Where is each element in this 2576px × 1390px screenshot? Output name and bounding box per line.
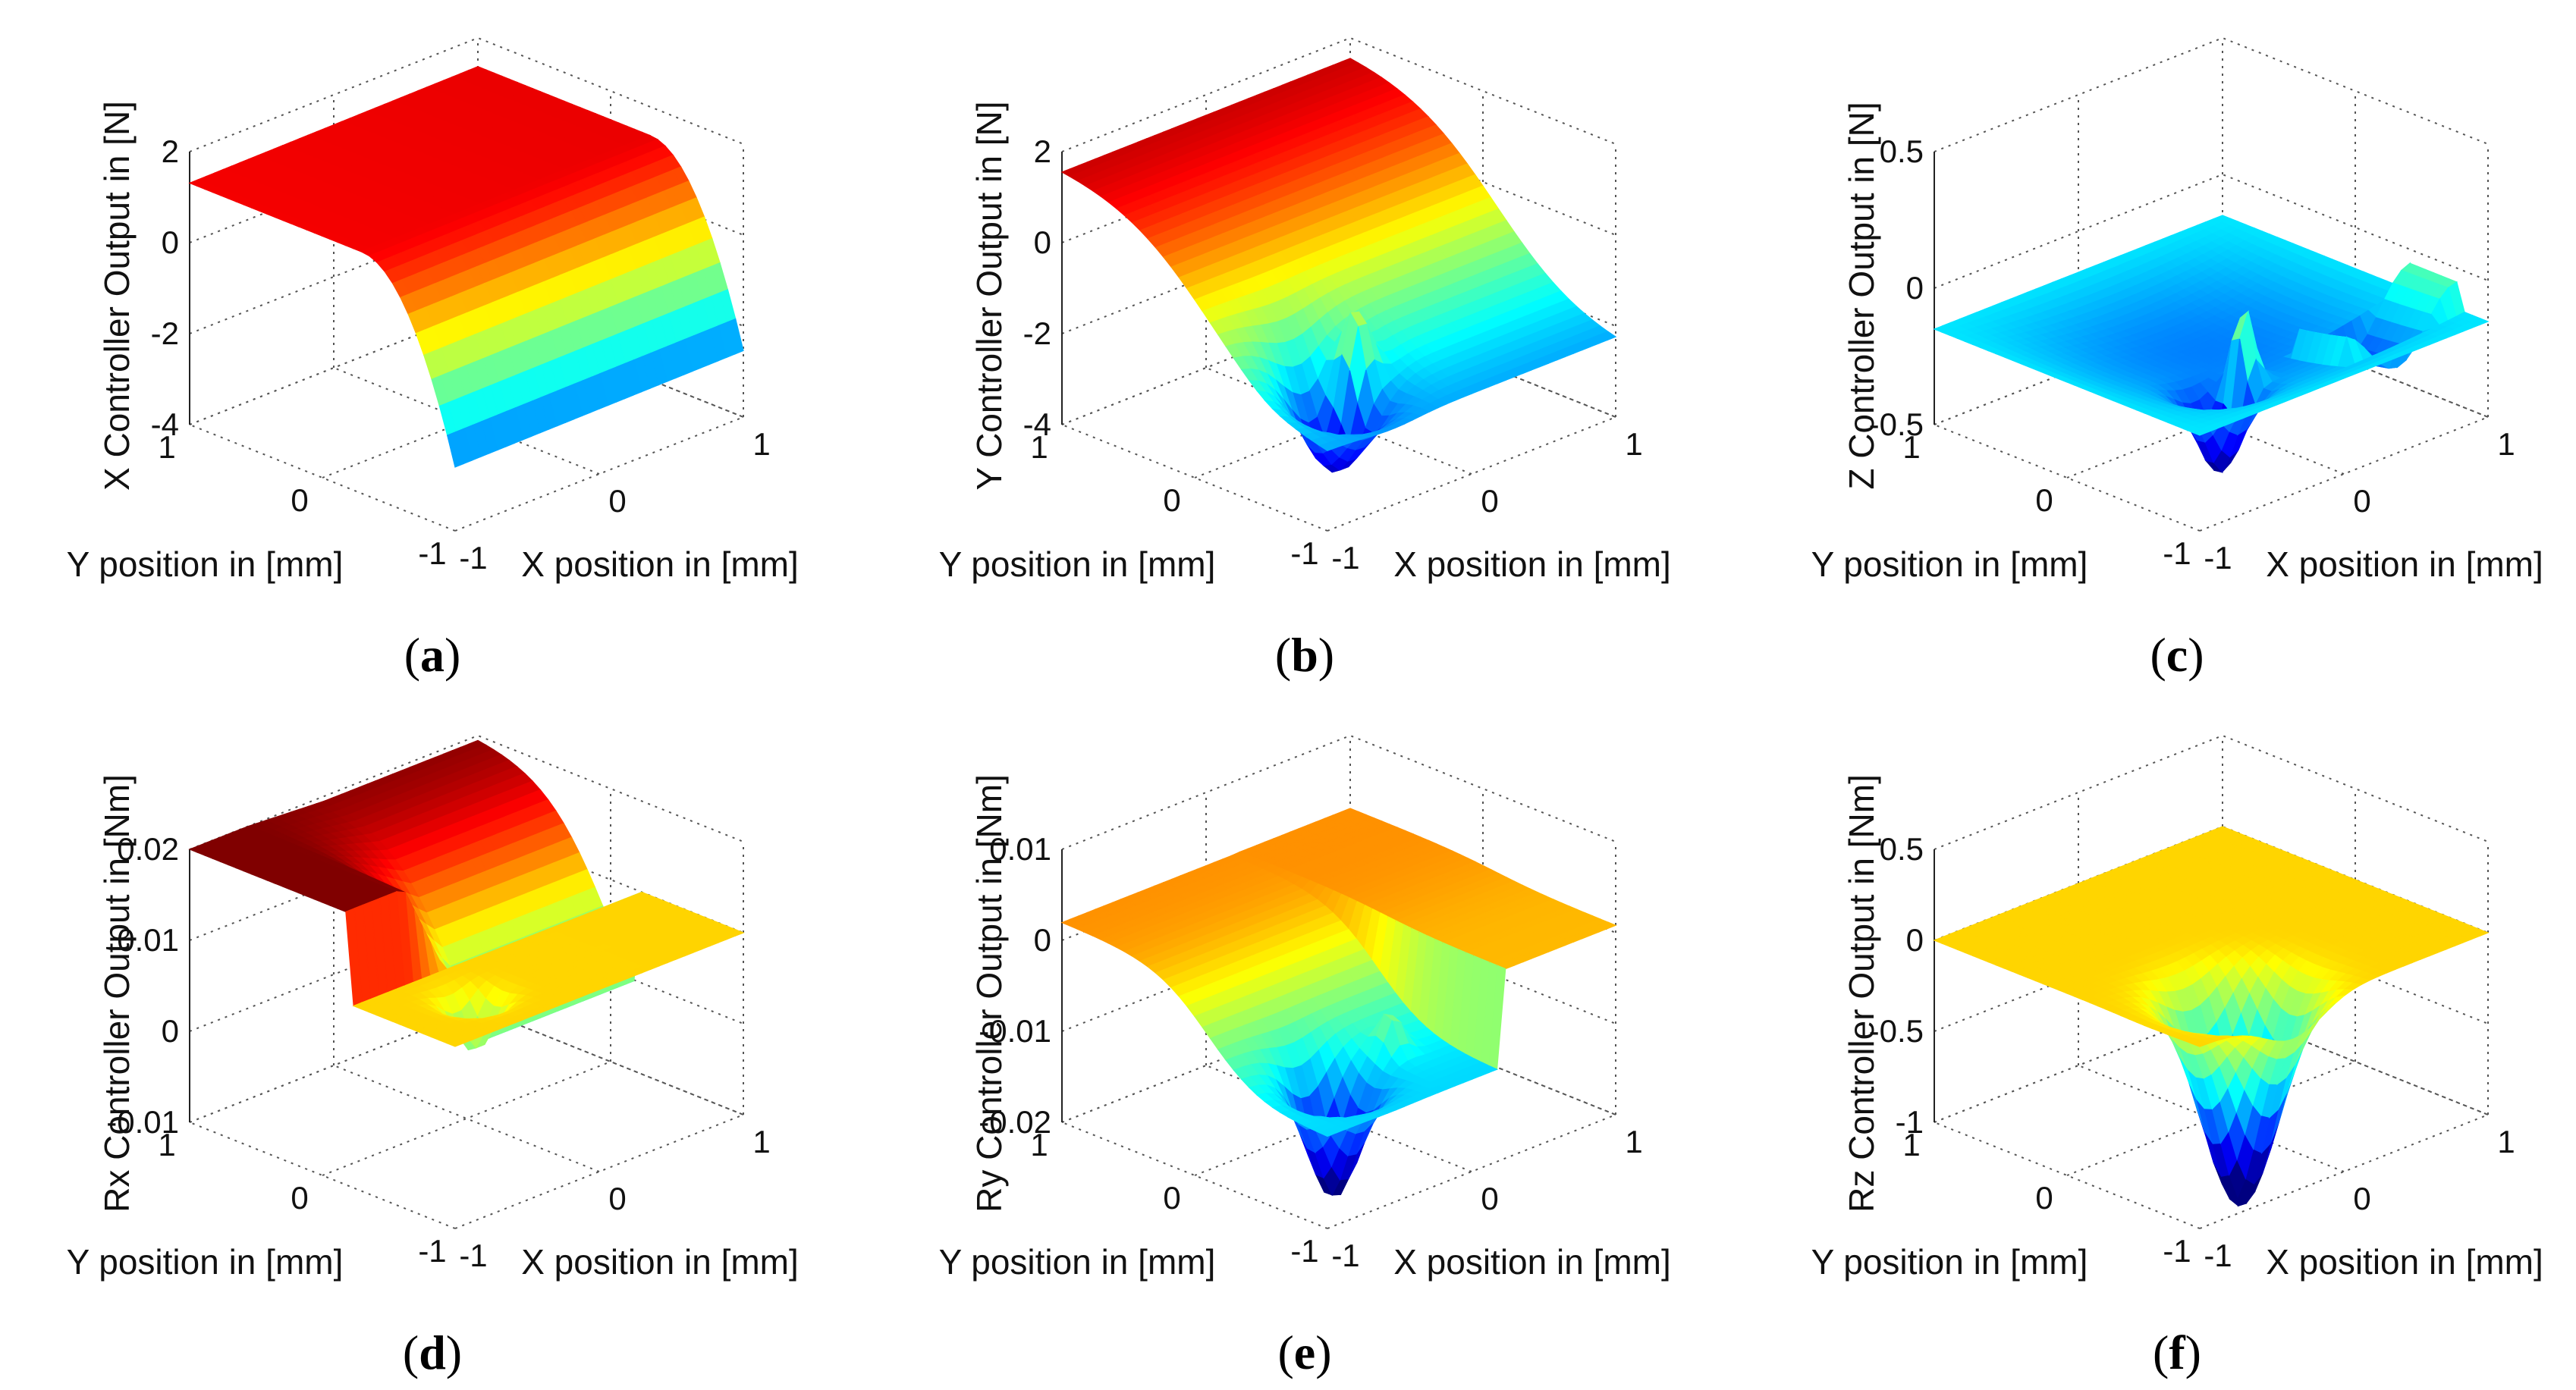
x-axis-label: X position in [mm] xyxy=(2266,544,2543,584)
z-axis-label: Z Controller Output in [N] xyxy=(1842,102,1881,489)
z-tick-label: 2 xyxy=(1034,133,1051,169)
y-tick-label: 1 xyxy=(1030,429,1048,465)
z-tick-label: 0 xyxy=(1034,224,1051,260)
z-tick-label: -2 xyxy=(151,315,179,351)
x-tick-label: 0 xyxy=(608,1181,626,1216)
z-axis-label: Rx Controller Output in [Nm] xyxy=(97,774,137,1213)
panel-caption: (c) xyxy=(2150,628,2204,682)
x-tick-label: 1 xyxy=(752,1124,770,1159)
x-tick-label: 1 xyxy=(2497,426,2515,462)
x-tick-label: 1 xyxy=(752,426,770,462)
surface xyxy=(1060,58,1617,473)
x-tick-label: 0 xyxy=(608,483,626,519)
y-axis-label: Y position in [mm] xyxy=(1811,544,2088,584)
z-axis-label: X Controller Output in [N] xyxy=(97,101,137,491)
z-tick-label: 0.5 xyxy=(1880,133,1924,169)
y-tick-label: -1 xyxy=(2163,535,2191,571)
z-tick-label: -2 xyxy=(1023,315,1051,351)
x-tick-label: -1 xyxy=(459,540,487,576)
panel-caption: (d) xyxy=(403,1326,462,1379)
y-tick-label: 1 xyxy=(1902,429,1920,465)
x-axis-label: X position in [mm] xyxy=(521,544,799,584)
y-tick-label: -1 xyxy=(418,535,446,571)
x-tick-label: 1 xyxy=(1625,426,1642,462)
x-axis-label: X position in [mm] xyxy=(1393,544,1671,584)
z-axis-label: Y Controller Output in [N] xyxy=(969,101,1009,490)
surface xyxy=(1933,215,2490,473)
y-axis-label: Y position in [mm] xyxy=(939,544,1216,584)
y-tick-label: 1 xyxy=(158,429,175,465)
x-tick-label: -1 xyxy=(2204,540,2232,576)
y-tick-label: 0 xyxy=(291,1180,308,1216)
x-tick-label: 0 xyxy=(2353,483,2370,519)
y-tick-label: 0 xyxy=(291,482,308,518)
y-axis-label: Y position in [mm] xyxy=(67,544,344,584)
z-tick-label: 0 xyxy=(162,1013,179,1049)
panel-caption: (a) xyxy=(404,628,461,682)
x-axis-label: X position in [mm] xyxy=(521,1242,799,1282)
x-tick-label: 0 xyxy=(1481,483,1498,519)
surface-patch xyxy=(446,431,464,468)
y-tick-label: 1 xyxy=(158,1127,175,1163)
x-tick-label: -1 xyxy=(459,1238,487,1273)
surface xyxy=(188,739,745,1051)
y-tick-label: -1 xyxy=(1290,535,1318,571)
surface xyxy=(188,66,744,468)
z-tick-label: 0 xyxy=(1906,270,1924,306)
surface xyxy=(1060,808,1617,1197)
y-tick-label: 0 xyxy=(1163,482,1180,518)
y-tick-label: 0 xyxy=(2035,482,2053,518)
z-tick-label: 0 xyxy=(162,224,179,260)
y-tick-label: -1 xyxy=(418,1233,446,1269)
z-tick-label: -4 xyxy=(151,406,179,442)
x-tick-label: -1 xyxy=(1331,540,1359,576)
z-tick-label: 2 xyxy=(162,133,179,169)
y-axis-label: Y position in [mm] xyxy=(67,1242,344,1282)
panel-caption: (b) xyxy=(1275,628,1334,682)
